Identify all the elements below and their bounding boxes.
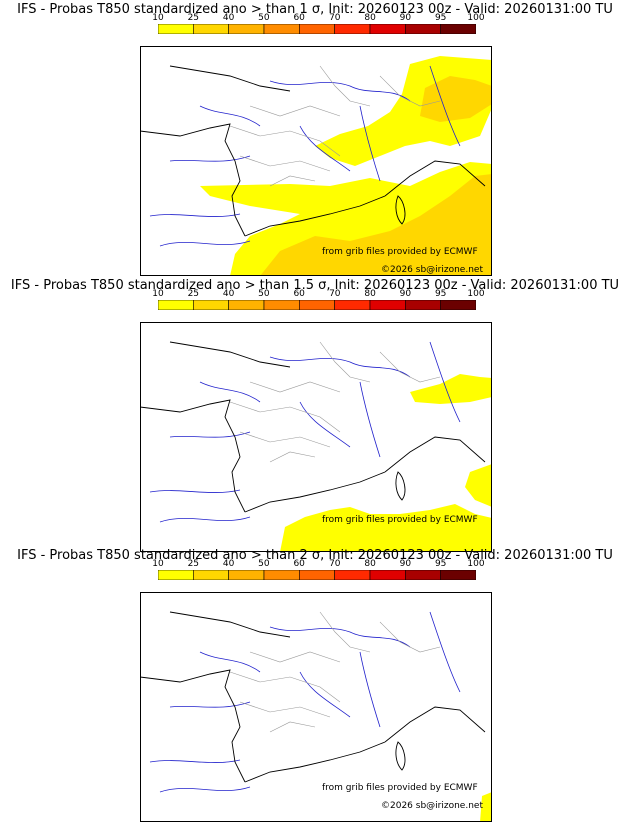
source-credit: from grib files provided by ECMWF <box>322 515 478 525</box>
colorbar-segment <box>334 300 371 310</box>
panel-title: IFS - Probas T850 standardized ano > tha… <box>10 278 620 293</box>
colorbar-segment <box>334 24 371 34</box>
colorbar-tick: 60 <box>293 559 305 569</box>
colorbar-segment <box>334 570 371 580</box>
admin-borders <box>229 65 441 187</box>
panel-title: IFS - Probas T850 standardized ano > tha… <box>17 548 613 563</box>
map-panel-1-5sigma: IFS - Probas T850 standardized ano > tha… <box>0 276 630 552</box>
colorbar-tick: 60 <box>293 13 305 23</box>
colorbar-labels: 10 25 40 50 60 70 80 90 95 100 <box>152 13 484 24</box>
colorbar-tick: 50 <box>258 559 270 569</box>
colorbar-tick: 10 <box>152 289 164 299</box>
colorbar-segment <box>193 570 229 580</box>
rivers <box>149 65 461 247</box>
colorbar-labels: 10 25 40 50 60 70 80 90 95 100 <box>152 559 484 570</box>
source-credit: from grib files provided by ECMWF <box>322 783 478 793</box>
colorbar-tick: 80 <box>364 289 376 299</box>
colorbar-segment <box>158 570 194 580</box>
colorbar-segment <box>299 300 335 310</box>
colorbar-segment <box>299 570 335 580</box>
colorbar-segment <box>263 570 300 580</box>
coastlines <box>140 611 486 783</box>
map-panel-2sigma: IFS - Probas T850 standardized ano > tha… <box>0 546 630 822</box>
colorbar-tick: 95 <box>434 13 447 23</box>
colorbar-tick: 25 <box>187 289 200 299</box>
colorbar-segment <box>263 24 300 34</box>
panel-title: IFS - Probas T850 standardized ano > tha… <box>17 2 613 17</box>
probability-area-corner <box>480 792 492 822</box>
colorbar-tick: 80 <box>364 13 376 23</box>
colorbar-segment <box>158 300 194 310</box>
colorbar-tick: 25 <box>187 13 200 23</box>
colorbar-tick: 70 <box>329 13 341 23</box>
colorbar-tick: 60 <box>293 289 305 299</box>
probability-map <box>140 322 492 552</box>
admin-borders <box>229 341 441 463</box>
colorbar-tick: 40 <box>222 13 235 23</box>
colorbar-tick: 100 <box>467 289 485 299</box>
colorbar-tick: 90 <box>399 289 412 299</box>
colorbar-tick: 95 <box>434 559 447 569</box>
colorbar-segment <box>405 300 441 310</box>
colorbar-tick: 90 <box>399 559 412 569</box>
probability-area-south <box>280 504 492 552</box>
colorbar-tick: 100 <box>467 13 485 23</box>
colorbar-segment <box>263 300 300 310</box>
colorbar-labels: 10 25 40 50 60 70 80 90 95 100 <box>152 289 484 300</box>
probability-area-north-orange <box>420 76 492 122</box>
colorbar-tick: 70 <box>329 289 341 299</box>
colorbar-tick: 70 <box>329 559 341 569</box>
admin-borders <box>229 611 441 733</box>
colorbar-tick: 40 <box>222 559 235 569</box>
colorbar <box>158 570 476 580</box>
map-frame <box>140 322 492 552</box>
colorbar-segment <box>228 24 265 34</box>
colorbar-tick: 40 <box>222 289 235 299</box>
colorbar-segment <box>369 570 406 580</box>
coastlines <box>140 65 486 237</box>
probability-area-east <box>410 374 492 404</box>
map-panel-1sigma: IFS - Probas T850 standardized ano > tha… <box>0 0 630 276</box>
source-credit: from grib files provided by ECMWF <box>322 247 478 257</box>
colorbar-segment <box>228 300 265 310</box>
colorbar-segment <box>440 570 476 580</box>
colorbar-segment <box>405 570 441 580</box>
rivers <box>149 341 461 523</box>
colorbar-tick: 80 <box>364 559 376 569</box>
colorbar-segment <box>440 300 476 310</box>
probability-area-south-orange <box>260 174 492 276</box>
coastlines <box>140 341 486 513</box>
colorbar-tick: 10 <box>152 559 164 569</box>
colorbar-tick: 50 <box>258 13 270 23</box>
copyright-credit: ©2026 sb@irizone.net <box>381 801 483 811</box>
colorbar-tick: 10 <box>152 13 164 23</box>
colorbar-segment <box>405 24 441 34</box>
colorbar-segment <box>193 300 229 310</box>
colorbar-segment <box>228 570 265 580</box>
colorbar <box>158 24 476 34</box>
copyright-credit: ©2026 sb@irizone.net <box>381 265 483 275</box>
colorbar-segment <box>369 24 406 34</box>
colorbar-tick: 90 <box>399 13 412 23</box>
probability-map <box>140 46 492 276</box>
colorbar-segment <box>158 24 194 34</box>
colorbar-segment <box>299 24 335 34</box>
colorbar-tick: 25 <box>187 559 200 569</box>
colorbar <box>158 300 476 310</box>
colorbar-segment <box>193 24 229 34</box>
colorbar-segment <box>369 300 406 310</box>
map-frame <box>140 592 492 822</box>
probability-area-southeast <box>465 464 492 507</box>
colorbar-tick: 95 <box>434 289 447 299</box>
colorbar-segment <box>440 24 476 34</box>
map-frame <box>140 46 492 276</box>
colorbar-tick: 50 <box>258 289 270 299</box>
probability-map <box>140 592 492 822</box>
colorbar-tick: 100 <box>467 559 485 569</box>
rivers <box>149 611 461 793</box>
